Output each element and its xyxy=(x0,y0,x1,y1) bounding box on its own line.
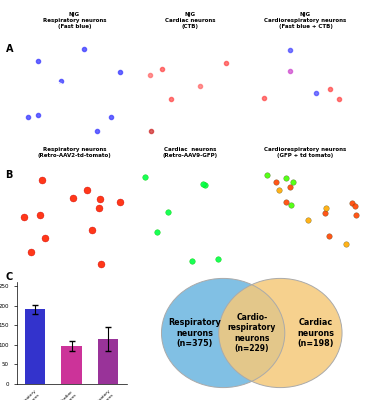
Text: C: C xyxy=(6,272,13,282)
Text: B: B xyxy=(6,170,13,180)
Text: NJG
Respiratory neurons
(Fast blue): NJG Respiratory neurons (Fast blue) xyxy=(43,12,106,29)
Text: Respiratory neurons
(Retro-AAV2-td-tomato): Respiratory neurons (Retro-AAV2-td-tomat… xyxy=(37,147,111,158)
Bar xyxy=(98,339,118,384)
Text: NJG
Cardiorespiratory neurons
(Fast blue + CTB): NJG Cardiorespiratory neurons (Fast blue… xyxy=(264,12,347,29)
Text: Respiratory
neurons
(n=375): Respiratory neurons (n=375) xyxy=(168,318,221,348)
Ellipse shape xyxy=(161,278,285,388)
Text: Cardiac
neurons
(n=198): Cardiac neurons (n=198) xyxy=(297,318,334,348)
Text: Cardiorespiratory neurons
(GFP + td tomato): Cardiorespiratory neurons (GFP + td toma… xyxy=(264,147,347,158)
Text: Cardiac  neurons
(Retro-AAV9-GFP): Cardiac neurons (Retro-AAV9-GFP) xyxy=(162,147,218,158)
Text: A: A xyxy=(6,44,13,54)
Text: Cardio-
respiratory
neurons
(n=229): Cardio- respiratory neurons (n=229) xyxy=(228,313,276,353)
Ellipse shape xyxy=(219,278,342,388)
Bar xyxy=(25,310,45,384)
Bar xyxy=(61,346,81,384)
Text: NJG
Cardiac neurons
(CTB): NJG Cardiac neurons (CTB) xyxy=(165,12,215,29)
